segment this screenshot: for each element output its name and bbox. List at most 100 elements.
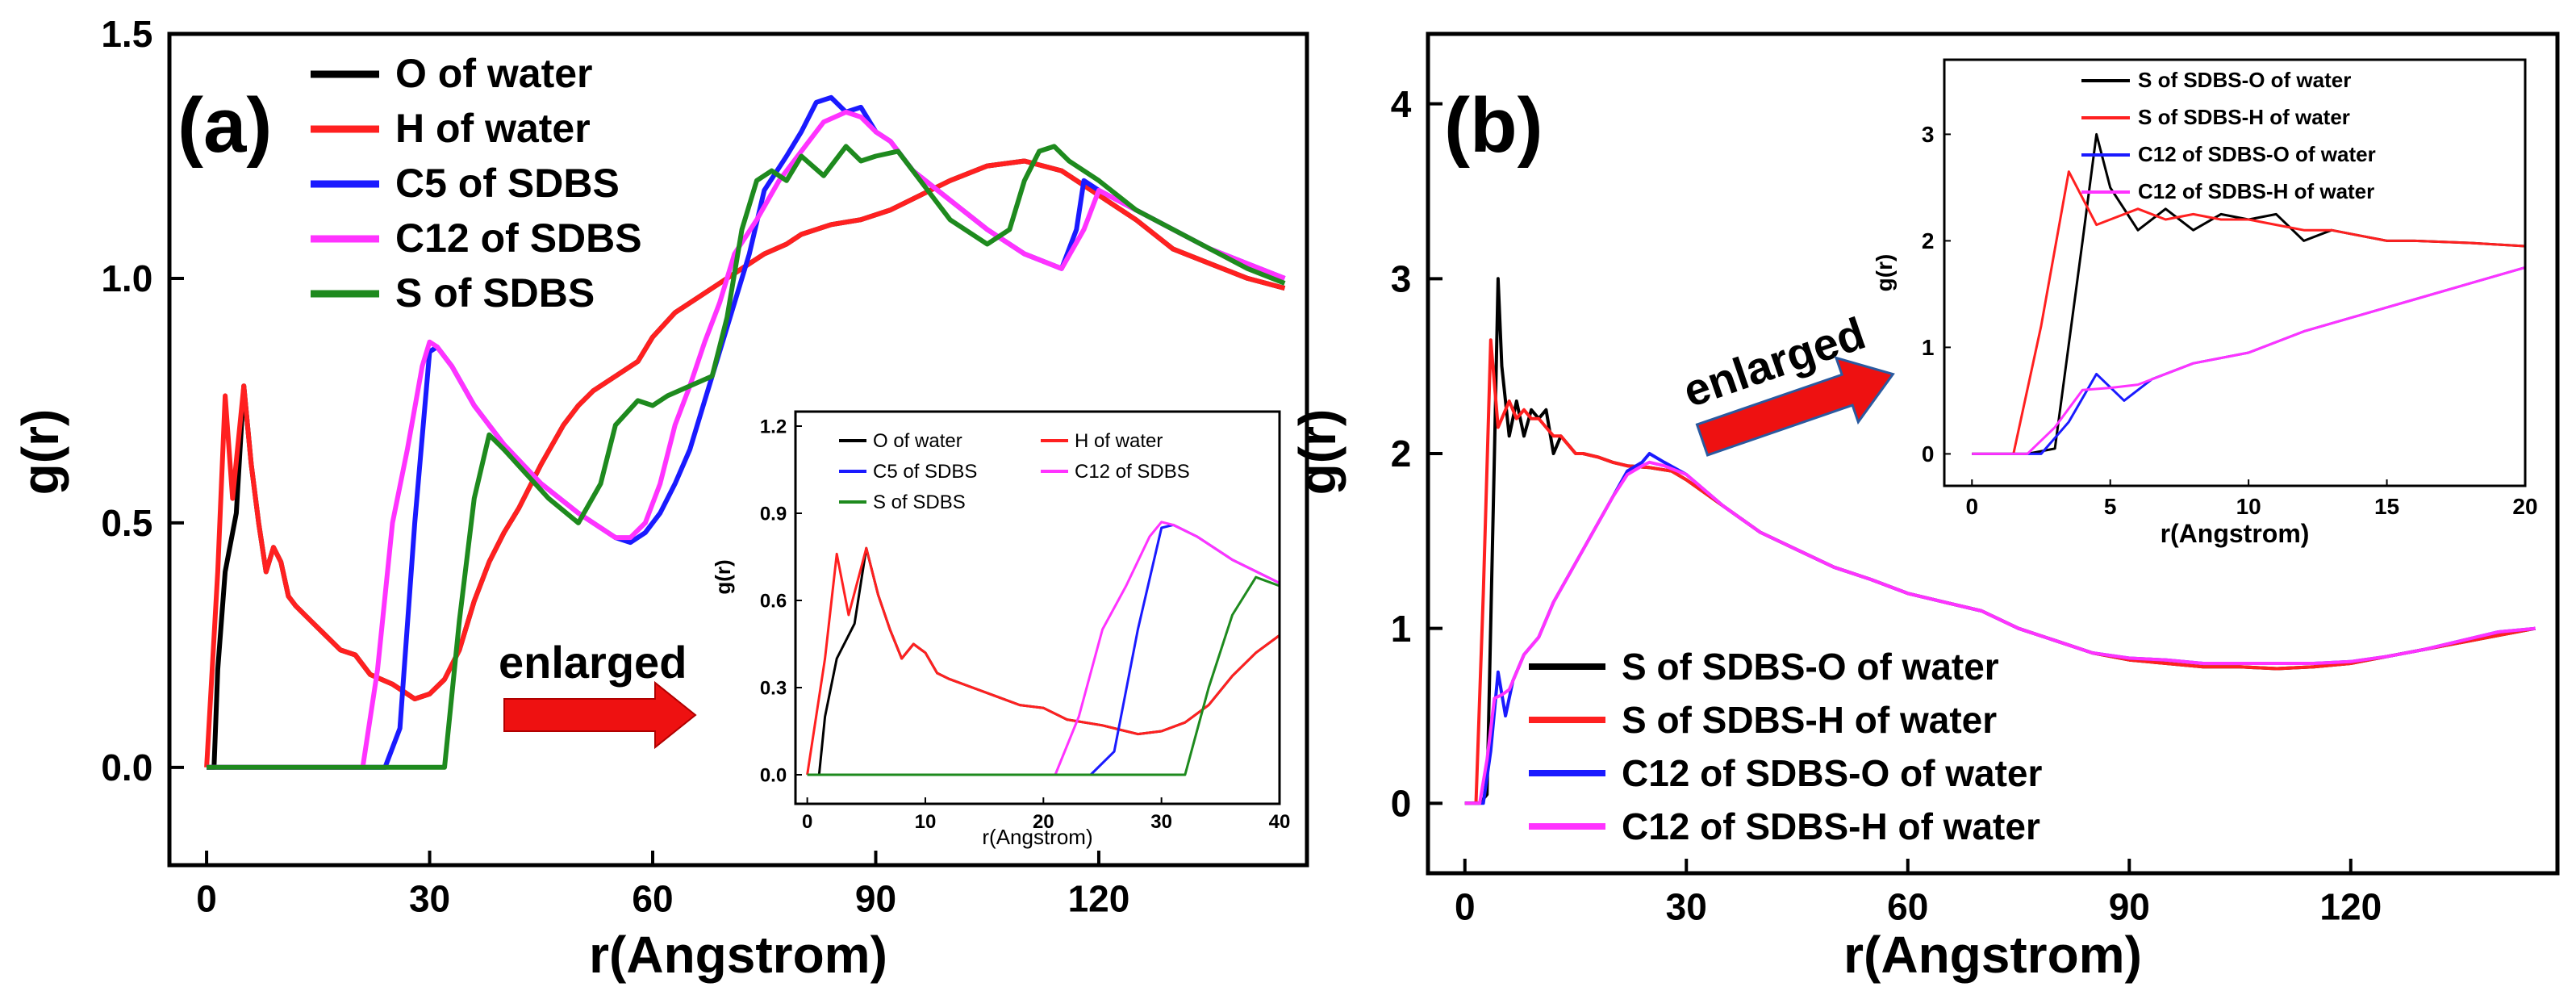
y-tick-label: 1	[1391, 608, 1412, 650]
x-tick-label: 15	[2374, 494, 2399, 519]
panel-a-ylabel: g(r)	[11, 409, 69, 496]
legend-label: C12 of SDBS-O of water	[2138, 142, 2376, 166]
series-line-s-of-sdbs	[807, 575, 1280, 776]
panel-b-legend-entry: C12 of SDBS-O of water	[1529, 752, 2043, 794]
x-tick-label: 90	[855, 878, 896, 920]
series-line-h-of-water	[806, 546, 1280, 776]
inset-series	[1972, 132, 2525, 455]
legend-label: C12 of SDBS-H of water	[2138, 179, 2374, 203]
inset-xlabel: r(Angstrom)	[982, 825, 1092, 849]
x-tick-label: 0	[1455, 886, 1476, 928]
x-tick-label: 40	[1269, 811, 1291, 833]
panel-a-label: (a)	[177, 82, 272, 169]
legend-label: C12 of SDBS	[1075, 461, 1190, 483]
inset-series	[806, 521, 1280, 776]
inset-axes: 0 10 20 30 40 0.0 0.3 0.6 0.9 1.2	[760, 416, 1291, 833]
y-tick-label: 1.2	[760, 416, 787, 437]
inset-legend: O of water H of water C5 of SDBS C12 of …	[839, 430, 1190, 513]
panel-a-legend-entry: H of water	[311, 106, 591, 151]
x-tick-label: 90	[2109, 886, 2150, 928]
inset-xlabel: r(Angstrom)	[2161, 519, 2310, 548]
panel-a-inset: 0 10 20 30 40 0.0 0.3 0.6 0.9 1.2 g(r) r(Angstrom…	[711, 410, 1291, 849]
legend-label: C5 of SDBS	[873, 461, 977, 483]
inset-frame	[794, 410, 1281, 805]
x-tick-label: 120	[2319, 886, 2382, 928]
panel-a-legend-entry: S of SDBS	[311, 270, 595, 316]
panel-b-legend-entry: S of SDBS-O of water	[1529, 646, 1999, 688]
series-line-h-of-water	[204, 158, 1286, 768]
y-tick-label: 0.0	[101, 747, 152, 788]
legend-label: S of SDBS-H of water	[1622, 699, 1997, 741]
legend-label: O of water	[395, 51, 592, 96]
x-tick-label: 60	[1887, 886, 1928, 928]
panel-a-legend-entry: O of water	[311, 51, 592, 96]
x-tick-label: 30	[1666, 886, 1707, 928]
x-tick-label: 0	[1965, 494, 1978, 519]
y-tick-label: 0.3	[760, 677, 787, 699]
y-tick-label: 0.5	[101, 502, 152, 544]
inset-legend: S of SDBS-O of water S of SDBS-H of wate…	[2081, 68, 2376, 203]
inset-ylabel: g(r)	[711, 559, 735, 594]
y-tick-label: 3	[1391, 257, 1412, 299]
inset-axes: 0 5 10 15 20 0 1 2 3	[1922, 122, 2538, 519]
x-tick-label: 60	[632, 878, 673, 920]
panel-b-label: (b)	[1444, 82, 1543, 169]
panel-b-arrow	[1695, 356, 1895, 457]
x-tick-label: 5	[2104, 494, 2117, 519]
panel-a-legend-entry: C5 of SDBS	[311, 161, 620, 206]
panel-a: 0 30 60 90 120 0.0 0.5 1.0 1.5 (a) g(r) r(Angstr…	[11, 13, 1309, 984]
legend-label: S of SDBS-O of water	[2138, 68, 2351, 92]
panel-b-legend: S of SDBS-O of water S of SDBS-H of wate…	[1529, 646, 2043, 847]
panel-b-frame	[1426, 31, 2560, 876]
y-tick-label: 3	[1922, 122, 1935, 147]
legend-label: C12 of SDBS-O of water	[1622, 752, 2043, 794]
x-tick-label: 30	[1150, 811, 1172, 833]
series-line-s-of-sdbs	[207, 144, 1286, 770]
legend-label: H of water	[395, 106, 591, 151]
legend-label: C12 of SDBS-H of water	[1622, 805, 2040, 847]
panel-b-xlabel: r(Angstrom)	[1843, 926, 2142, 984]
panel-a-frame	[167, 31, 1309, 868]
legend-label: S of SDBS	[873, 491, 966, 513]
x-tick-label: 10	[915, 811, 937, 833]
y-tick-label: 1.5	[101, 13, 152, 55]
series-line-c12-of-sdbs	[207, 109, 1286, 770]
x-tick-label: 10	[2236, 494, 2261, 519]
legend-label: C5 of SDBS	[395, 161, 620, 206]
x-tick-label: 20	[1033, 811, 1054, 833]
x-tick-label: 30	[409, 878, 450, 920]
panel-a-axes: 0 30 60 90 120 0.0 0.5 1.0 1.5	[101, 13, 1129, 919]
y-tick-label: 0	[1391, 782, 1412, 824]
y-tick-label: 0	[1922, 441, 1935, 466]
y-tick-label: 2	[1922, 228, 1935, 253]
legend-label: C12 of SDBS	[395, 215, 642, 261]
series-line-c12-of-sdbs-h-of-water	[1972, 266, 2525, 455]
y-tick-label: 4	[1391, 83, 1412, 125]
panel-b-legend-entry: C12 of SDBS-H of water	[1529, 805, 2040, 847]
panel-a-xlabel: r(Angstrom)	[589, 926, 887, 984]
panel-a-series	[204, 94, 1286, 770]
x-tick-label: 0	[196, 878, 217, 920]
inset-ylabel: g(r)	[1872, 254, 1897, 292]
y-tick-label: 2	[1391, 433, 1412, 475]
inset-background	[1944, 60, 2525, 486]
arrow-shape	[503, 680, 697, 750]
x-tick-label: 0	[802, 811, 812, 833]
panel-b-inset: 0 5 10 15 20 0 1 2 3 g(r) r(Angstrom) S of SDBS-…	[1872, 58, 2538, 548]
x-tick-label: 120	[1068, 878, 1130, 920]
panel-a-annotation: enlarged	[499, 637, 687, 688]
arrow-shape	[1695, 356, 1895, 457]
legend-label: H of water	[1075, 430, 1163, 452]
panel-a-legend: O of water H of water C5 of SDBS C12 of …	[311, 51, 642, 316]
y-tick-label: 1.0	[101, 257, 152, 299]
y-tick-label: 0.6	[760, 590, 787, 612]
panel-a-legend-entry: C12 of SDBS	[311, 215, 642, 261]
legend-label: S of SDBS-H of water	[2138, 105, 2350, 129]
legend-label: S of SDBS-O of water	[1622, 646, 1999, 688]
y-tick-label: 0.0	[760, 764, 787, 786]
panel-a-arrow	[503, 680, 697, 750]
series-line-s-of-sdbs-h-of-water	[1972, 170, 2525, 455]
panel-b-legend-entry: S of SDBS-H of water	[1529, 699, 1997, 741]
